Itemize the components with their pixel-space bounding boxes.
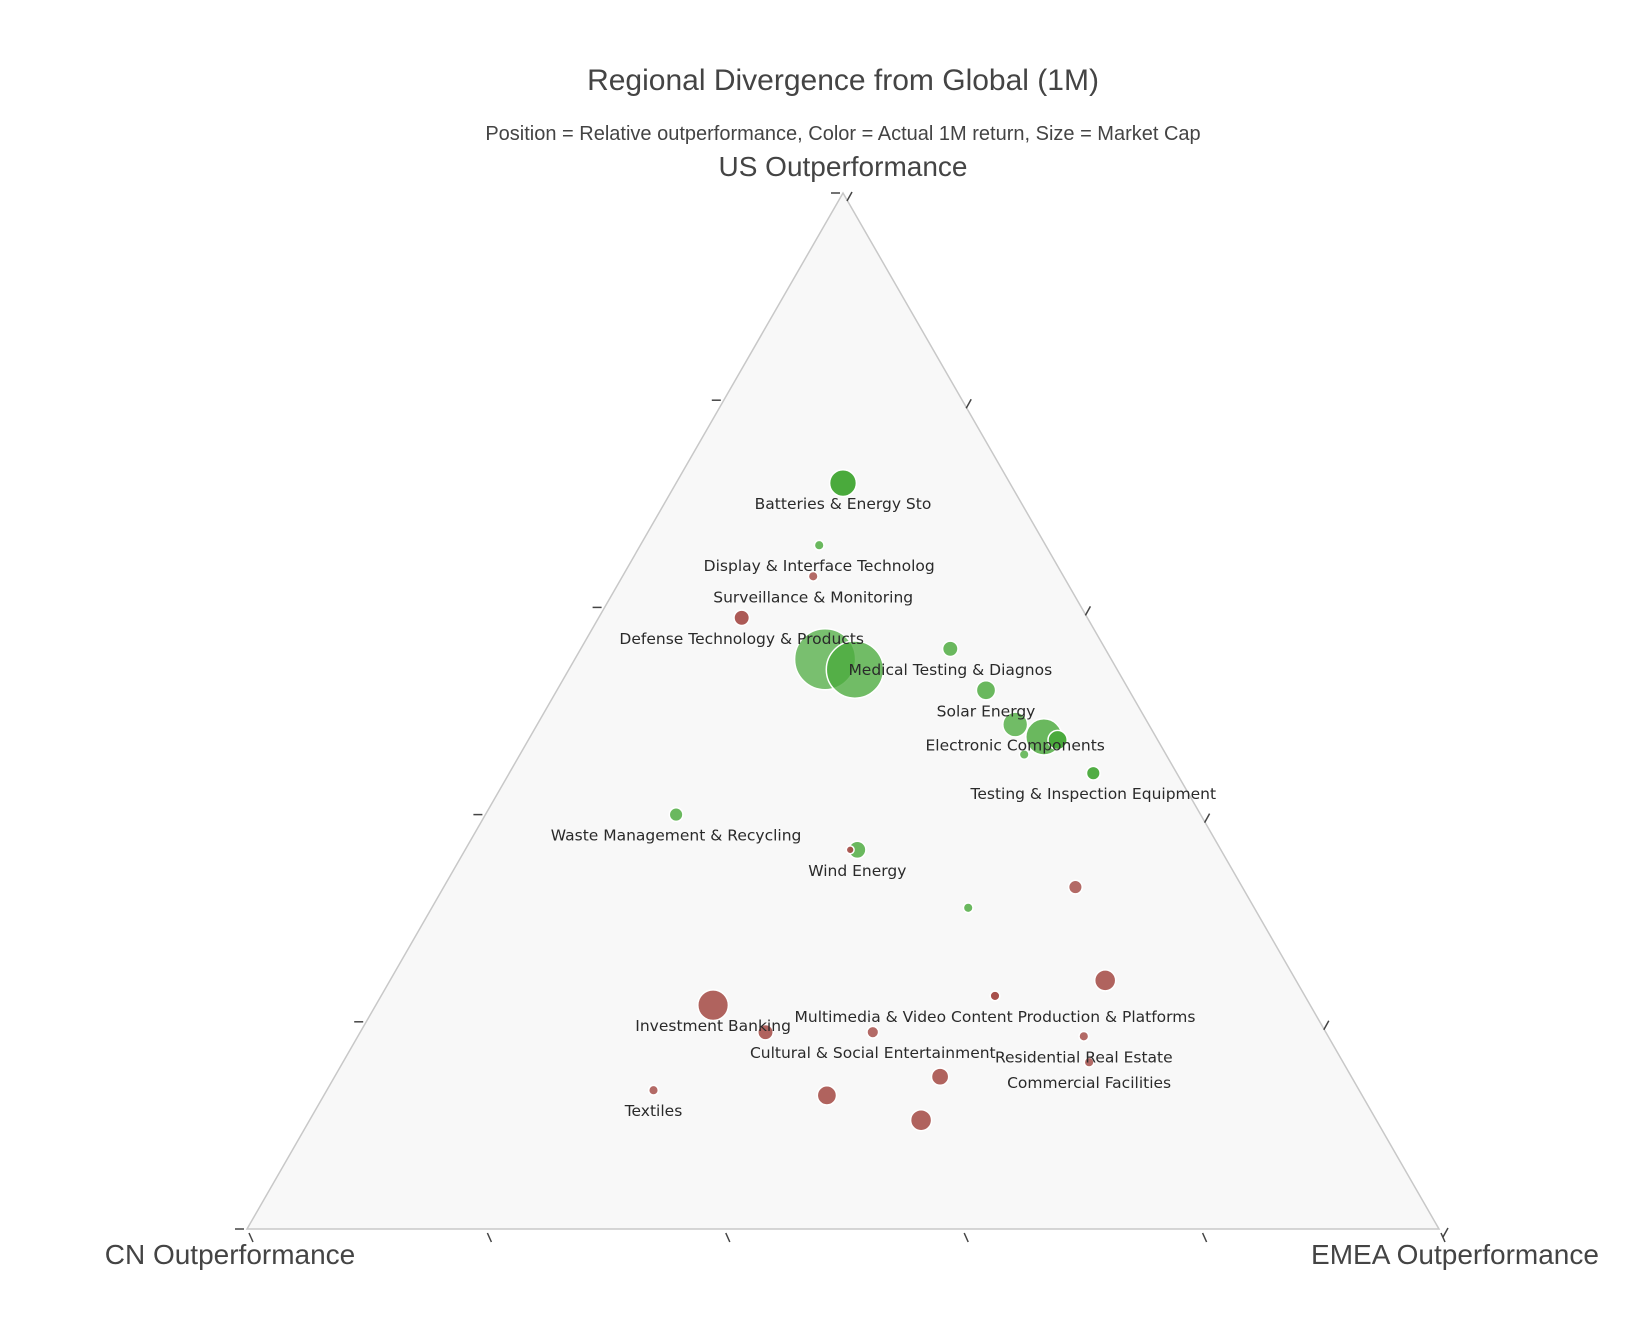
- tick-emea-axis: [846, 191, 853, 202]
- tick-cn-axis: [248, 1232, 254, 1243]
- tick-emea-axis: [1323, 1020, 1330, 1031]
- data-label: Defense Technology & Products: [619, 630, 864, 648]
- data-point[interactable]: [807, 570, 819, 582]
- chart-title: Regional Divergence from Global (1M): [587, 64, 1099, 97]
- tick-emea-axis: [965, 398, 972, 409]
- tick-cn-axis: [486, 1232, 493, 1243]
- data-label: Display & Interface Technolog: [704, 557, 935, 575]
- tick-cn-axis: [963, 1232, 969, 1243]
- data-point[interactable]: [828, 468, 858, 498]
- data-point[interactable]: [668, 807, 684, 823]
- data-label: Waste Management & Recycling: [551, 827, 802, 845]
- ternary-plot-area: [245, 191, 1441, 1230]
- data-label: Wind Energy: [808, 862, 906, 880]
- data-point[interactable]: [989, 990, 1001, 1002]
- data-label: Investment Banking: [635, 1017, 791, 1035]
- data-point[interactable]: [647, 1084, 660, 1096]
- axis-title-emea: EMEA Outperformance: [1311, 1239, 1599, 1270]
- data-point[interactable]: [1002, 711, 1029, 738]
- tick-emea-axis: [1442, 1227, 1449, 1238]
- data-point[interactable]: [845, 845, 855, 855]
- data-point[interactable]: [1018, 748, 1030, 761]
- data-label: Medical Testing & Diagnos: [848, 661, 1052, 679]
- data-point[interactable]: [813, 539, 825, 551]
- data-point[interactable]: [1093, 969, 1117, 992]
- data-point[interactable]: [697, 989, 730, 1022]
- data-label: Batteries & Energy Sto: [755, 495, 932, 513]
- data-point[interactable]: [975, 679, 997, 701]
- data-point[interactable]: [825, 640, 885, 699]
- data-point[interactable]: [941, 640, 959, 658]
- data-point[interactable]: [909, 1108, 933, 1132]
- tick-cn-axis: [725, 1232, 731, 1243]
- data-points: [647, 468, 1117, 1132]
- data-label: Multimedia & Video Content Production & …: [795, 1008, 1196, 1026]
- data-point[interactable]: [1083, 1056, 1095, 1068]
- data-point[interactable]: [930, 1067, 950, 1087]
- tick-emea-axis: [1084, 606, 1092, 616]
- axis-ticks: [235, 191, 1449, 1243]
- data-label: Surveillance & Monitoring: [713, 588, 913, 606]
- tick-cn-axis: [1440, 1232, 1446, 1243]
- chart-subtitle: Position = Relative outperformance, Colo…: [485, 123, 1200, 145]
- tick-cn-axis: [1201, 1232, 1208, 1243]
- data-label: Testing & Inspection Equipment: [970, 785, 1217, 803]
- data-point[interactable]: [866, 1025, 880, 1039]
- data-label: Residential Real Estate: [995, 1048, 1173, 1066]
- data-label: Electronic Components: [925, 737, 1104, 755]
- data-label: Commercial Facilities: [1007, 1074, 1171, 1092]
- data-point[interactable]: [1067, 879, 1083, 895]
- axis-title-us: US Outperformance: [719, 151, 968, 182]
- data-label: Cultural & Social Entertainment: [750, 1044, 996, 1062]
- data-point[interactable]: [1047, 729, 1068, 751]
- data-point[interactable]: [962, 902, 974, 914]
- data-point[interactable]: [816, 1085, 838, 1106]
- tick-emea-axis: [1203, 813, 1211, 823]
- axis-title-cn: CN Outperformance: [105, 1239, 356, 1270]
- data-point[interactable]: [1085, 765, 1101, 781]
- data-point[interactable]: [1078, 1030, 1090, 1042]
- data-point[interactable]: [757, 1023, 774, 1041]
- data-labels: Batteries & Energy Sto Display & Interfac…: [551, 495, 1216, 1120]
- data-label: Textiles: [624, 1102, 683, 1120]
- data-point[interactable]: [733, 609, 751, 627]
- data-label: Solar Energy: [937, 702, 1036, 720]
